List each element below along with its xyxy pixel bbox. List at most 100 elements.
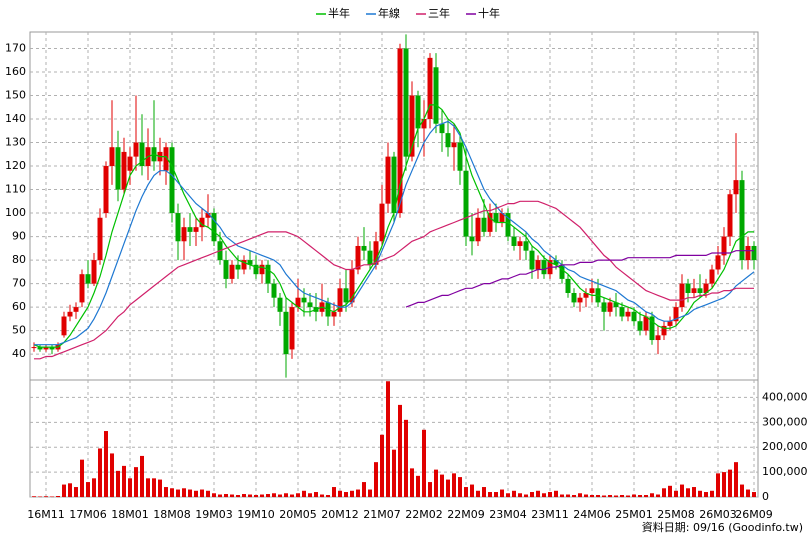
volume-bar <box>494 492 498 497</box>
candle-body <box>223 260 229 279</box>
candle-body <box>505 213 511 237</box>
candle-body <box>403 48 409 157</box>
volume-bar <box>230 494 234 497</box>
candle-body <box>91 260 97 284</box>
volume-bar <box>242 494 246 497</box>
volume-bar <box>272 493 276 497</box>
volume-bar <box>128 478 132 497</box>
candle-body <box>73 307 79 312</box>
volume-bar <box>512 490 516 497</box>
volume-bar <box>236 495 240 497</box>
ma-line <box>33 104 754 348</box>
volume-bar <box>92 478 96 497</box>
candle-body <box>475 217 481 242</box>
candle-body <box>421 119 427 129</box>
x-tick-label: 26M09 <box>735 508 773 521</box>
volume-bar <box>710 490 714 497</box>
volume-bar <box>608 495 612 497</box>
candle-body <box>409 95 415 157</box>
candle-body <box>487 213 493 232</box>
candle-body <box>511 236 517 246</box>
volume-bar <box>284 493 288 497</box>
legend-label: 年線 <box>378 6 400 20</box>
candle-body <box>391 156 397 214</box>
x-tick-label: 17M06 <box>69 508 107 521</box>
volume-bar <box>104 431 108 497</box>
footer: 資料日期: 09/16 (Goodinfo.tw) <box>642 520 803 534</box>
candle-body <box>439 123 445 134</box>
candle-body <box>715 255 721 270</box>
volume-bar <box>500 489 504 497</box>
volume-bar <box>218 494 222 497</box>
candle-body <box>271 283 277 298</box>
candle-body <box>301 297 307 303</box>
candle-body <box>697 288 703 293</box>
candle-body <box>463 170 469 237</box>
candle-body <box>61 316 67 336</box>
candle-body <box>415 95 421 129</box>
candle-body <box>79 274 85 303</box>
volume-bar <box>704 492 708 497</box>
x-tick-label: 18M01 <box>111 508 149 521</box>
x-tick-label: 23M11 <box>531 508 569 521</box>
candle-body <box>379 203 385 242</box>
volume-bar <box>584 494 588 497</box>
candle-body <box>289 307 295 350</box>
volume-bar <box>194 490 198 497</box>
x-tick-label: 20M12 <box>321 508 359 521</box>
volume-bar <box>62 484 66 497</box>
candle-body <box>163 147 169 171</box>
volume-bar <box>146 478 150 497</box>
x-tick-label: 19M03 <box>195 508 233 521</box>
candle-body <box>457 142 463 171</box>
volume-bar <box>590 495 594 497</box>
candle-body <box>523 241 529 251</box>
candle-body <box>667 321 673 326</box>
volume-bar <box>212 493 216 497</box>
candle-body <box>553 260 559 265</box>
volume-bar <box>326 495 330 497</box>
x-tick-label: 25M08 <box>657 508 695 521</box>
candle-body <box>631 311 637 322</box>
y-tick-label: 100 <box>5 206 26 219</box>
volume-bar <box>428 482 432 497</box>
candle-body <box>199 217 205 228</box>
candle-body <box>673 307 679 322</box>
candle-body <box>661 325 667 336</box>
x-tick-label: 21M07 <box>363 508 401 521</box>
volume-bar <box>716 473 720 497</box>
volume-bar <box>248 494 252 497</box>
volume-bar <box>734 462 738 497</box>
volume-bar <box>638 495 642 497</box>
y-tick-label: 50 <box>12 324 26 337</box>
volume-bar <box>548 492 552 497</box>
candle-body <box>577 297 583 303</box>
volume-bar <box>680 484 684 497</box>
candle-body <box>691 288 697 293</box>
ma-line <box>34 120 755 346</box>
volume-bar <box>572 495 576 497</box>
volume-bar <box>152 478 156 497</box>
y-tick-label: 70 <box>12 277 26 290</box>
volume-bar <box>314 492 318 497</box>
volume-bar <box>686 488 690 497</box>
volume-bar <box>170 488 174 497</box>
volume-tick-label: 400,000 <box>762 390 808 403</box>
volume-bar <box>650 493 654 497</box>
candle-body <box>37 347 43 350</box>
candle-body <box>481 217 487 232</box>
plot-frame <box>29 31 759 498</box>
volume-bar <box>338 490 342 497</box>
volume-bar <box>380 434 384 497</box>
y-tick-label: 60 <box>12 300 26 313</box>
volume-bar <box>488 492 492 497</box>
volume-bar <box>434 469 438 497</box>
volume-bar <box>320 494 324 497</box>
volume-bar <box>422 429 426 497</box>
volume-bar <box>614 495 618 497</box>
candle-body <box>109 147 115 167</box>
volume-bar <box>164 487 168 497</box>
candle-body <box>97 217 103 261</box>
volume-bar <box>356 489 360 497</box>
